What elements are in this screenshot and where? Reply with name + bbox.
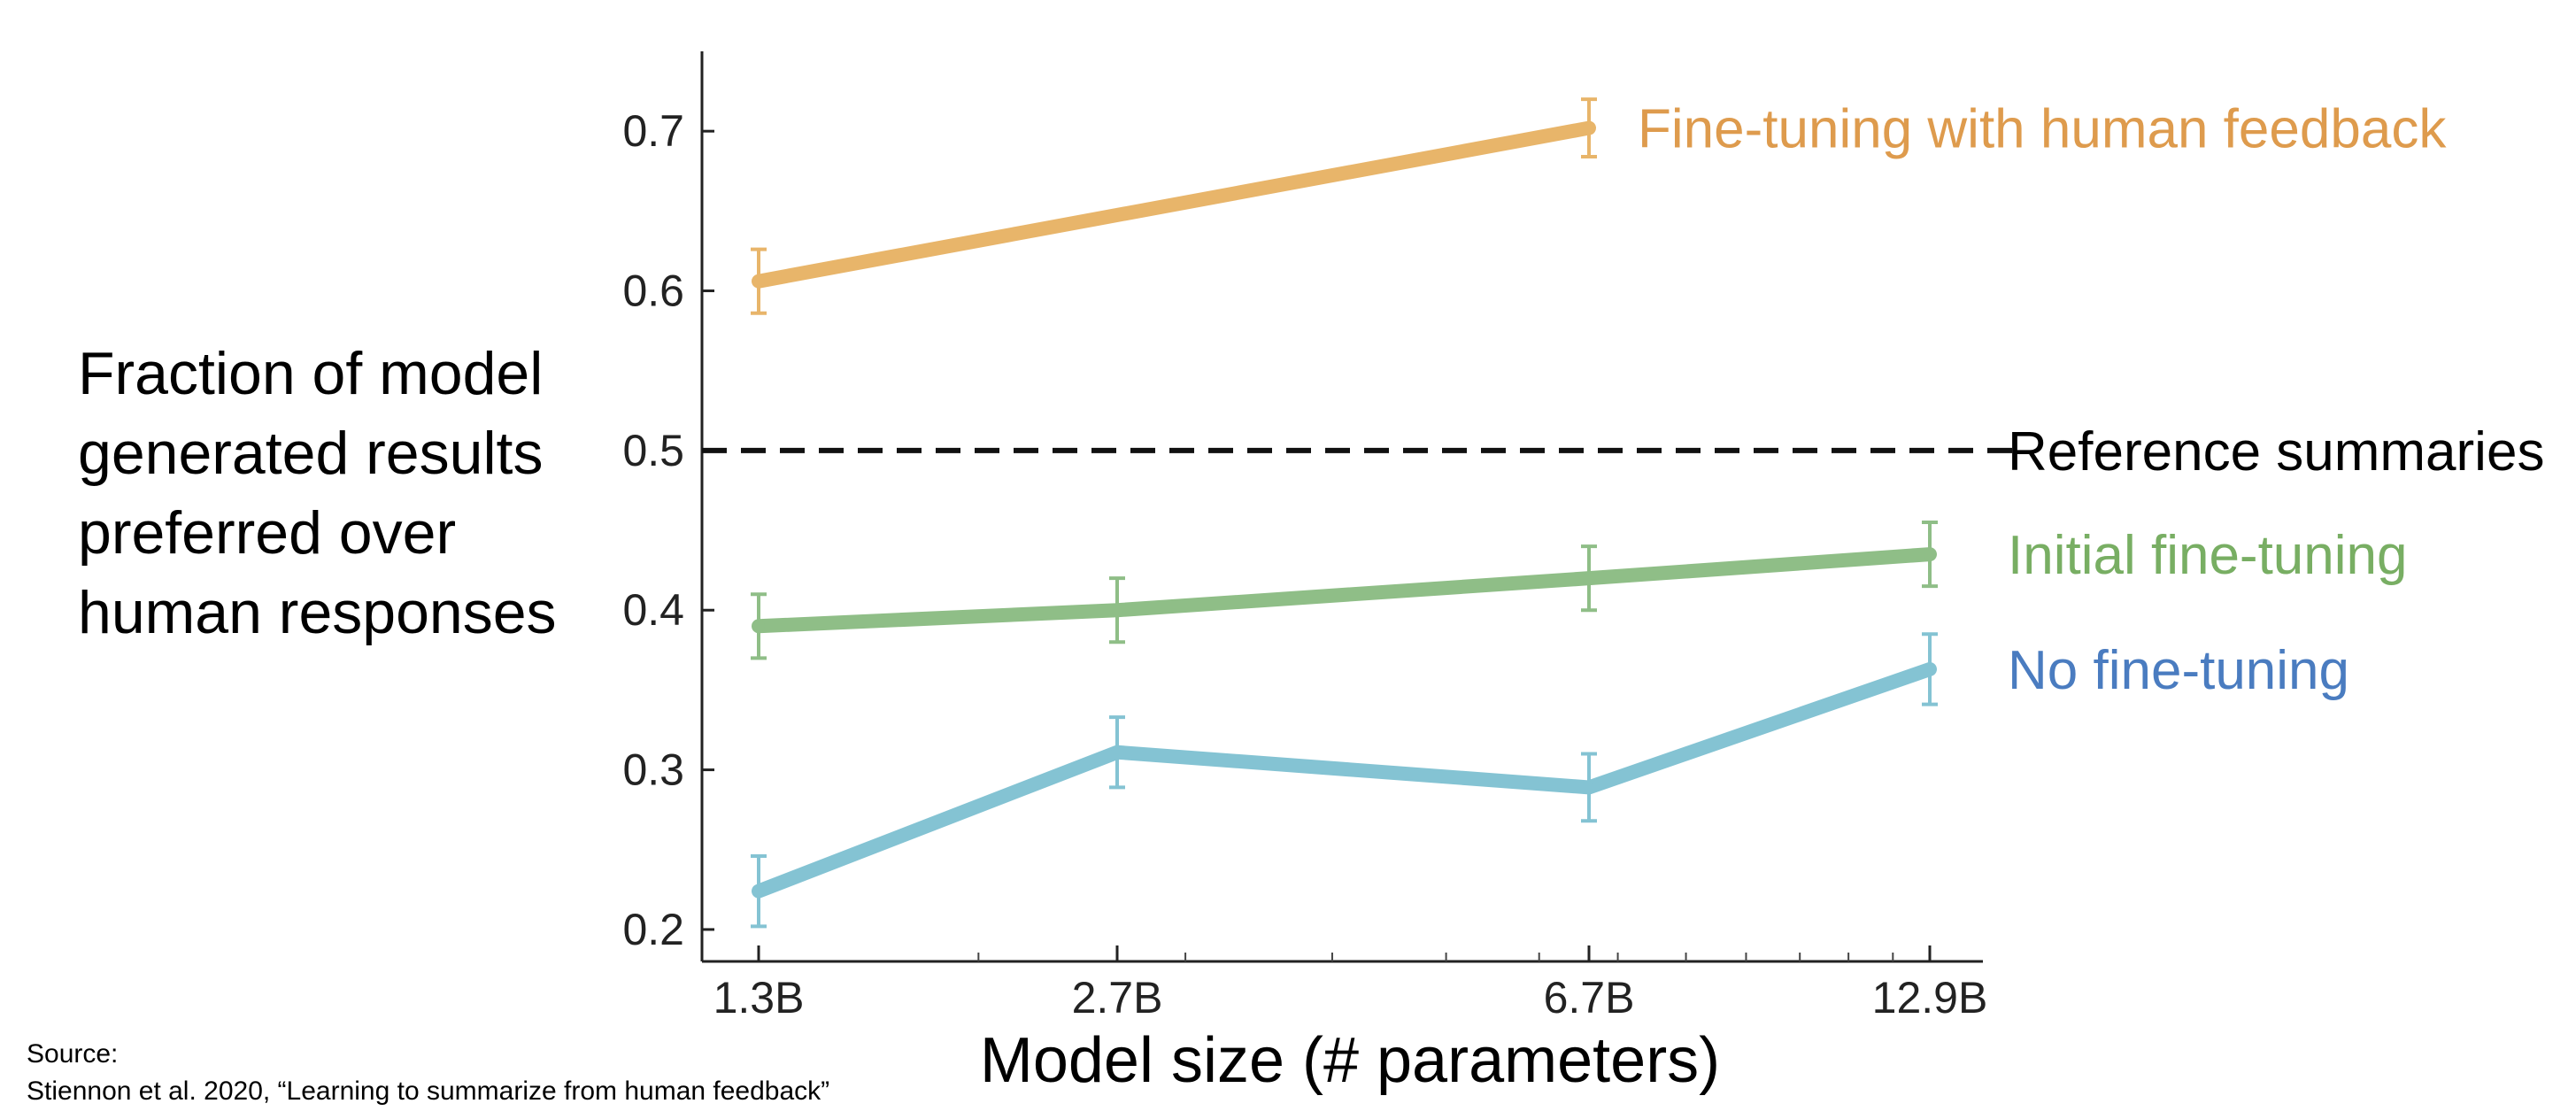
x-tick-label-1.3B: 1.3B bbox=[713, 973, 805, 1023]
y-axis-label-line-1: Fraction of model bbox=[78, 340, 543, 407]
series-group bbox=[751, 97, 1938, 929]
y-tick-label-0.5: 0.5 bbox=[622, 426, 684, 475]
series-label-no-fine-tuning: No fine-tuning bbox=[2008, 640, 2349, 701]
series-label-fine-tuning-with-human-feedback: Fine-tuning with human feedback bbox=[1638, 99, 2447, 160]
data-point-no-fine-tuning bbox=[1111, 745, 1123, 759]
data-point-initial-fine-tuning bbox=[1111, 604, 1123, 617]
reference-line-label: Reference summaries bbox=[2008, 421, 2544, 482]
y-tick-label-0.7: 0.7 bbox=[622, 106, 684, 156]
series-line-no-fine-tuning bbox=[752, 661, 1937, 899]
source-label: Source: bbox=[27, 1039, 118, 1069]
data-point-no-fine-tuning bbox=[752, 884, 765, 898]
labels-group: Fine-tuning with human feedback Reference… bbox=[1638, 99, 2544, 701]
x-tick-label-6.7B: 6.7B bbox=[1544, 973, 1635, 1023]
series-line-fine-tuning-with-human-feedback bbox=[752, 120, 1596, 289]
y-tick-label-0.4: 0.4 bbox=[622, 585, 684, 635]
data-point-initial-fine-tuning bbox=[1924, 548, 1936, 561]
y-tick-label-0.6: 0.6 bbox=[622, 266, 684, 316]
y-axis-label-line-3: preferred over bbox=[78, 499, 456, 567]
source-citation: Stiennon et al. 2020, “Learning to summa… bbox=[27, 1077, 829, 1106]
y-tick-label-0.2: 0.2 bbox=[622, 905, 684, 954]
series-line-initial-fine-tuning bbox=[752, 547, 1937, 634]
series-label-initial-fine-tuning: Initial fine-tuning bbox=[2008, 525, 2408, 586]
data-point-no-fine-tuning bbox=[1924, 662, 1936, 675]
y-axis-label-line-4: human responses bbox=[78, 579, 557, 646]
data-point-no-fine-tuning bbox=[1583, 781, 1595, 794]
x-tick-label-2.7B: 2.7B bbox=[1072, 973, 1163, 1023]
y-tick-label-0.3: 0.3 bbox=[622, 745, 684, 795]
x-axis-label: Model size (# parameters) bbox=[980, 1025, 1720, 1096]
data-point-fine-tuning-with-human-feedback bbox=[1583, 121, 1595, 135]
x-tick-label-12.9B: 12.9B bbox=[1872, 973, 1988, 1023]
y-axis-label-line-2: generated results bbox=[78, 420, 543, 487]
axes: 0.2 0.3 0.4 0.5 0.6 0.7 1.3B 2.7B 6.7B 12.9B bbox=[622, 51, 1987, 1023]
data-point-fine-tuning-with-human-feedback bbox=[752, 274, 765, 288]
data-point-initial-fine-tuning bbox=[1583, 572, 1595, 585]
data-point-initial-fine-tuning bbox=[752, 620, 765, 633]
